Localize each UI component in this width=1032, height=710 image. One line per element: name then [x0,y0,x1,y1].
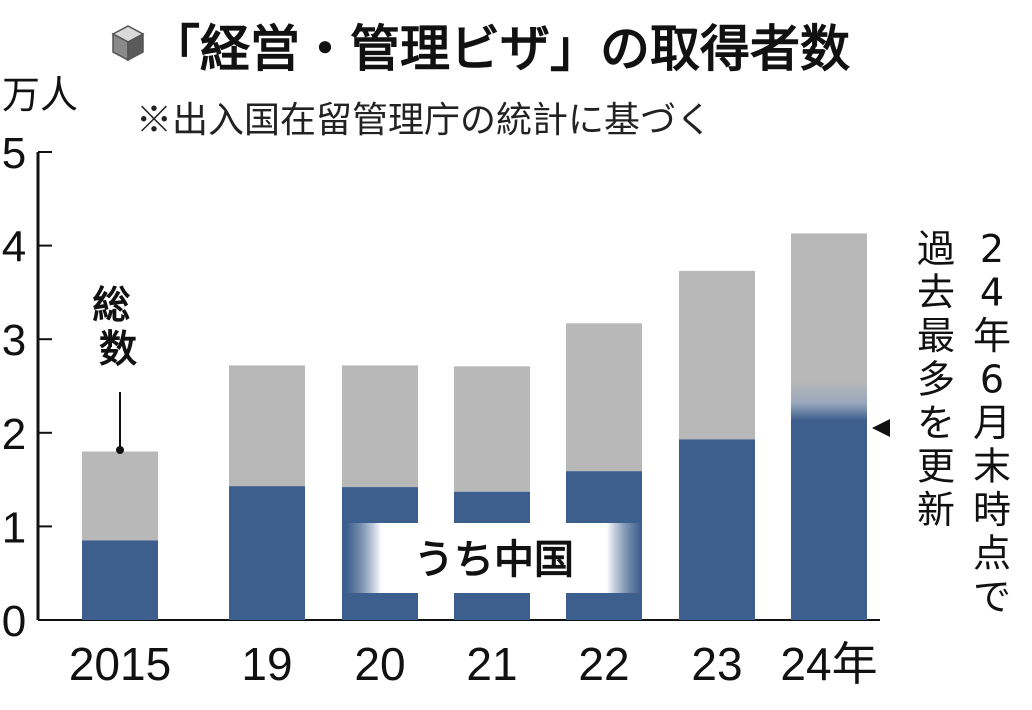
bars [82,233,867,620]
chart-subtitle: ※出入国在留管理庁の統計に基づく [136,100,712,141]
bar-total [679,270,755,440]
x-tick-label: 23 [691,638,742,690]
y-tick-label: 1 [2,503,26,552]
y-axis-unit: 万人 [2,73,78,117]
y-tick-label: 0 [2,597,26,646]
chart-title: 「経営・管理ビザ」の取得者数 [150,20,850,78]
total-label: 総 数 [92,283,143,371]
total-pointer-dot [116,446,124,454]
bar-china [791,418,867,620]
record-note-column-2: 過去最多を更新 [917,227,955,532]
x-tick-label: 20 [354,638,405,690]
x-tick-label: 19 [241,638,292,690]
x-tick-label: 2015 [69,638,171,690]
x-tick-label: 24年 [780,638,877,690]
y-tick-label: 4 [2,223,26,272]
y-tick-label: 3 [2,316,26,365]
bar-total [566,323,642,472]
bar-china [229,486,305,620]
cube-icon [111,25,145,62]
x-tick-label: 21 [466,638,517,690]
record-note-column-1: 2 4 年 6 月末時点で [973,227,1011,619]
y-tick-label: 2 [2,410,26,459]
y-ticks: 0 1 2 3 4 5 [2,129,52,646]
record-pointer-icon [872,419,890,437]
y-tick-label: 5 [2,129,26,178]
china-label: うち中国 [414,537,574,583]
bar-total [342,365,418,488]
china-label-band [346,523,642,593]
bar-china [82,540,158,620]
x-tick-label: 22 [578,638,629,690]
bar-fade [791,380,867,421]
bar-total [82,451,158,541]
bar-china [679,439,755,620]
bar-total [454,366,530,492]
x-ticks: 2015 19 20 21 22 23 24年 [69,638,878,690]
bar-total [229,365,305,487]
